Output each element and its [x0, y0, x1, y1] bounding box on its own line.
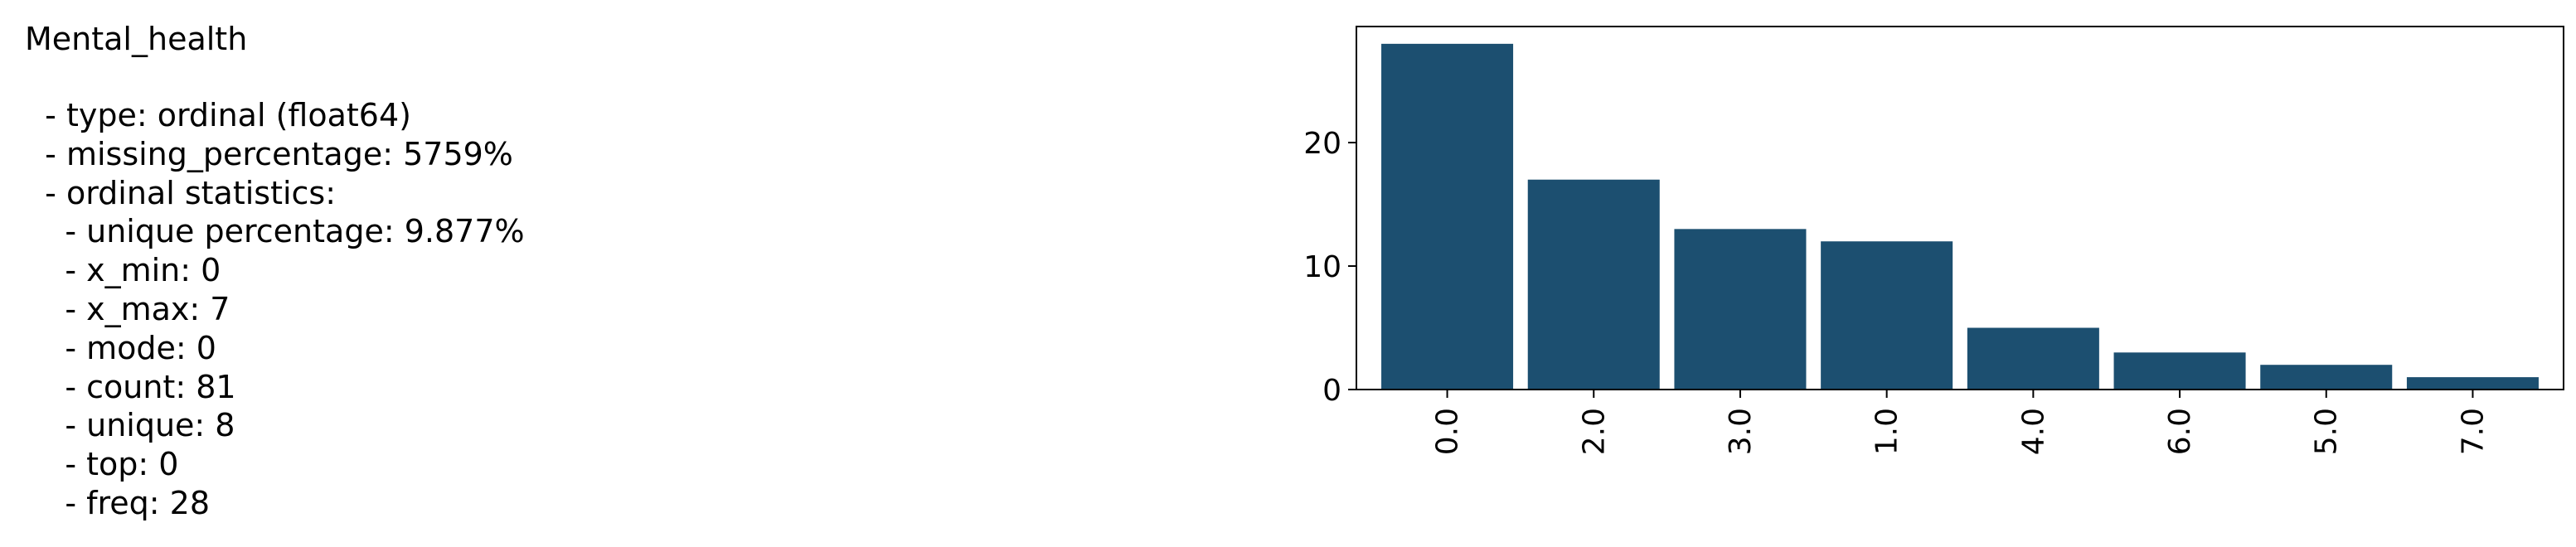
y-tick-label: 10: [1303, 250, 1341, 284]
y-tick-label: 20: [1303, 127, 1341, 161]
bar-1.0: [1821, 241, 1953, 390]
stat-line: - mode: 0: [25, 329, 216, 366]
bars-layer: [1381, 43, 2539, 390]
stat-line: - count: 81: [25, 368, 236, 405]
stat-line: - type: ordinal (float64): [25, 97, 411, 133]
x-tick-label: 0.0: [1431, 408, 1465, 455]
stat-line: - ordinal statistics:: [25, 174, 337, 211]
x-tick-label: 4.0: [2016, 408, 2050, 455]
stat-line: - freq: 28: [25, 484, 211, 521]
bar-0.0: [1381, 43, 1514, 390]
stat-line: - x_min: 0: [25, 252, 221, 289]
stat-line: - top: 0: [25, 446, 179, 483]
bar-6.0: [2113, 352, 2246, 390]
stat-line: - unique: 8: [25, 407, 235, 444]
plot-frame: [1356, 26, 2564, 390]
x-tick-label: 3.0: [1724, 408, 1758, 455]
bar-5.0: [2260, 365, 2393, 390]
stat-line: - missing_percentage: 5759%: [25, 135, 513, 172]
stats-title: Mental_health: [25, 21, 248, 57]
stat-line: - x_max: 7: [25, 290, 230, 327]
x-tick-label: 7.0: [2456, 408, 2490, 455]
bar-4.0: [1967, 327, 2099, 390]
x-tick-label: 2.0: [1577, 408, 1611, 455]
x-tick-label: 6.0: [2163, 408, 2197, 455]
axes-layer: 0 10 20 0.0 2.0 3.0 1.0 4.0 6.0 5.0 7.0: [1303, 26, 2564, 455]
stat-line: - unique percentage: 9.877%: [25, 213, 525, 250]
bar-2.0: [1527, 179, 1660, 390]
bar-7.0: [2406, 377, 2539, 390]
x-tick-label: 1.0: [1870, 408, 1904, 455]
stats-panel: Mental_health - type: ordinal (float64) …: [25, 20, 1186, 523]
y-tick-label: 0: [1322, 374, 1341, 408]
bar-3.0: [1674, 229, 1807, 390]
x-tick-label: 5.0: [2310, 408, 2344, 455]
stats-lines: - type: ordinal (float64) - missing_perc…: [25, 96, 1186, 523]
